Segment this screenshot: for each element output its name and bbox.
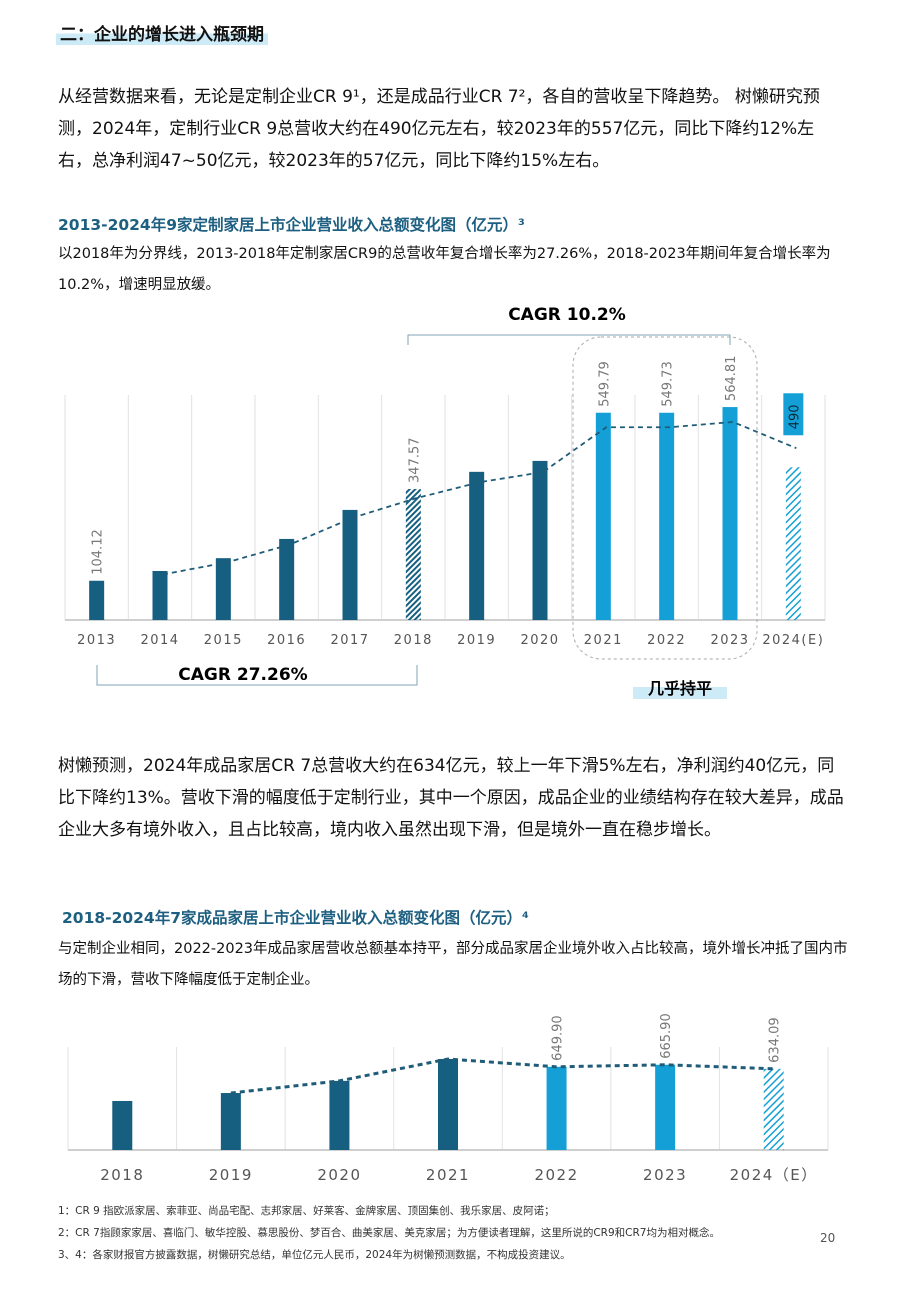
flat-label: 几乎持平	[648, 679, 712, 698]
value-label: 549.73	[661, 361, 676, 407]
bar-2021	[438, 1058, 458, 1150]
bar-2018	[405, 488, 421, 620]
bar-2016	[279, 538, 295, 620]
x-tick-label: 2013	[77, 633, 116, 648]
section-heading: 二：企业的增长进入瓶颈期	[56, 20, 268, 45]
value-label: 665.90	[659, 1013, 674, 1059]
trendline	[162, 421, 797, 576]
bar-2015	[215, 558, 231, 620]
chart2-svg: 2018 2019 2020 2021 2022 649.90 2023 665.90 2024…	[67, 1013, 829, 1184]
bracket-cagr-early	[96, 665, 418, 686]
x-tick-label: 2016	[267, 633, 306, 648]
x-tick-label: 2014	[140, 633, 179, 648]
x-tick-label: 2021	[584, 633, 623, 648]
bar-2020	[329, 1080, 350, 1150]
value-label: 104.12	[91, 529, 106, 575]
bar-2019	[469, 471, 485, 620]
paragraph-1: 从经营数据来看，无论是定制企业CR 9¹，还是成品行业CR 7²，各自的营收呈下…	[58, 87, 820, 171]
x-tick-label: 2019	[209, 1166, 253, 1184]
x-tick-label: 2018	[394, 633, 433, 648]
value-label-box	[783, 393, 804, 436]
bar-2013	[89, 580, 105, 620]
x-tick-label: 2024(E)	[762, 633, 824, 648]
bar-2023	[722, 407, 738, 620]
bar-2017	[342, 509, 358, 620]
footnote-2: 2：CR 7指顾家家居、喜临门、敏华控股、慕思股份、梦百合、曲美家居、美克家居；…	[58, 1227, 720, 1239]
chart2-subtitle: 与定制企业相同，2022-2023年成品家居营收总额基本持平，部分成品家居企业境…	[58, 941, 848, 988]
x-tick-label: 2022	[647, 633, 686, 648]
x-tick-label: 2018	[100, 1166, 144, 1184]
x-tick-label: 2019	[457, 633, 496, 648]
bar-2014	[152, 570, 168, 620]
bar-2020	[532, 460, 548, 620]
trendline	[230, 1057, 774, 1095]
bar-2023	[655, 1064, 676, 1150]
chart1-svg: 2013 104.12 2014 2015 2016 2017 2018 347.57 2019…	[64, 305, 826, 699]
bar-2024（E）	[763, 1068, 784, 1150]
bar-2024(E)	[785, 467, 801, 620]
value-label: 549.79	[597, 361, 612, 407]
x-tick-label: 2021	[426, 1166, 470, 1184]
paragraph-2: 树懒预测，2024年成品家居CR 7总营收大约在634亿元，较上一年下滑5%左右…	[58, 756, 844, 840]
x-tick-label: 2017	[330, 633, 369, 648]
chart1-subtitle: 以2018年为分界线，2013-2018年定制家居CR9的总营收年复合增长率为2…	[58, 246, 831, 293]
footnote-1: 1：CR 9 指欧派家居、索菲亚、尚品宅配、志邦家居、好莱客、金牌家居、顶固集创…	[58, 1205, 555, 1217]
page-number: 20	[820, 1231, 836, 1245]
cagr-late-label: CAGR 10.2%	[508, 305, 626, 325]
value-label: 649.90	[551, 1015, 566, 1060]
value-label: 490	[787, 404, 802, 429]
x-tick-label: 2015	[204, 633, 243, 648]
bar-2019	[220, 1093, 241, 1150]
bar-2021	[595, 412, 611, 620]
bar-2022	[659, 412, 675, 620]
value-label: 347.57	[407, 437, 422, 483]
flat-highlight-box	[572, 336, 758, 660]
flat-label-highlight	[633, 687, 727, 699]
chart2-title: 2018-2024年7家成品家居上市企业营业收入总额变化图（亿元）⁴	[62, 909, 529, 927]
x-tick-label: 2023	[710, 633, 749, 648]
x-tick-label: 2022	[534, 1166, 578, 1184]
bar-2018	[112, 1100, 133, 1150]
value-label: 634.09	[768, 1017, 783, 1062]
bracket-cagr-late	[407, 334, 731, 345]
x-tick-label: 2024（E）	[730, 1166, 818, 1184]
value-label: 564.81	[724, 356, 739, 402]
x-tick-label: 2020	[520, 633, 559, 648]
chart1-title: 2013-2024年9家定制家居上市企业营业收入总额变化图（亿元）³	[58, 216, 525, 234]
footnote-3: 3、4：各家财报官方披露数据，树懒研究总结，单位亿元人民币，2024年为树懒预测…	[58, 1249, 571, 1261]
x-tick-label: 2023	[643, 1166, 687, 1184]
bar-2022	[546, 1066, 567, 1150]
cagr-early-label: CAGR 27.26%	[178, 665, 307, 685]
x-tick-label: 2020	[317, 1166, 361, 1184]
